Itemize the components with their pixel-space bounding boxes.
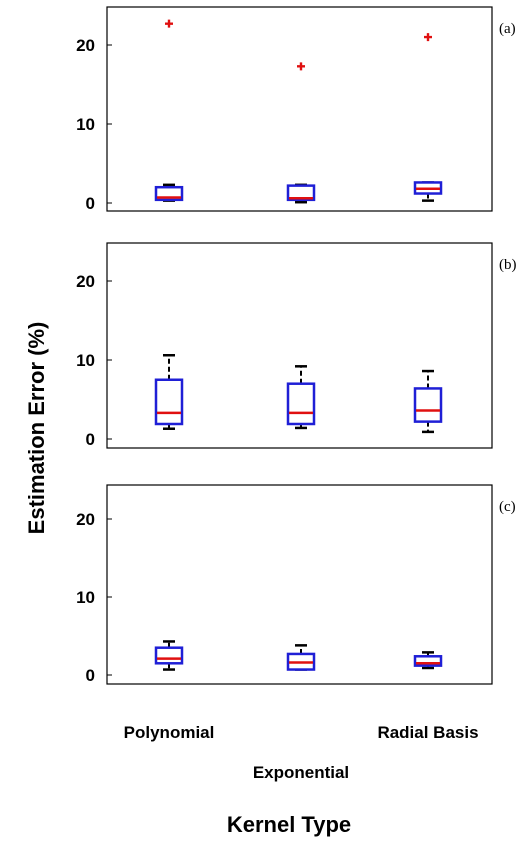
plot-frame: [106, 484, 493, 685]
panel-label: (b): [499, 257, 517, 273]
panel-label: (a): [499, 21, 516, 37]
iqr-box: [413, 387, 443, 423]
y-tick-label: 0: [86, 194, 95, 213]
y-tick-label: 10: [76, 115, 95, 134]
plot-frame: [106, 6, 493, 212]
box-radial-basis: [413, 369, 443, 434]
iqr-box: [286, 382, 316, 426]
panel-b: 0 10 20 (b): [76, 242, 517, 449]
box-exponential: [286, 365, 316, 430]
category-label-radial-basis: Radial Basis: [377, 723, 478, 742]
y-tick-label: 0: [86, 666, 95, 685]
y-tick-label: 20: [76, 272, 95, 291]
outlier-marker: [297, 62, 305, 71]
iqr-box: [413, 655, 443, 667]
plot-frame: [106, 242, 493, 449]
outlier-marker: [165, 19, 173, 28]
box-polynomial: [154, 354, 184, 430]
iqr-box: [154, 646, 184, 665]
box-radial-basis: [413, 33, 443, 202]
category-label-exponential: Exponential: [253, 763, 349, 782]
box-polynomial: [154, 19, 184, 202]
box-exponential: [286, 62, 316, 204]
category-label-polynomial: Polynomial: [124, 723, 215, 742]
box-polynomial: [154, 640, 184, 671]
iqr-box: [286, 184, 316, 202]
panel-label: (c): [499, 499, 516, 515]
y-tick-label: 20: [76, 510, 95, 529]
outlier-marker: [424, 33, 432, 42]
y-tick-label: 10: [76, 588, 95, 607]
box-exponential: [286, 644, 316, 671]
y-tick-label: 0: [86, 430, 95, 449]
panel-c: 0 10 20 (c): [76, 484, 516, 685]
y-axis-label: Estimation Error (%): [24, 322, 49, 535]
x-axis-label: Kernel Type: [227, 812, 351, 837]
y-tick-label: 20: [76, 36, 95, 55]
iqr-box: [154, 378, 184, 426]
panels: 0 10 20 (a) 0 10 20 (b) 0 10 20 (c): [76, 6, 517, 685]
panel-a: 0 10 20 (a): [76, 6, 516, 213]
box-radial-basis: [413, 651, 443, 670]
y-tick-label: 10: [76, 351, 95, 370]
